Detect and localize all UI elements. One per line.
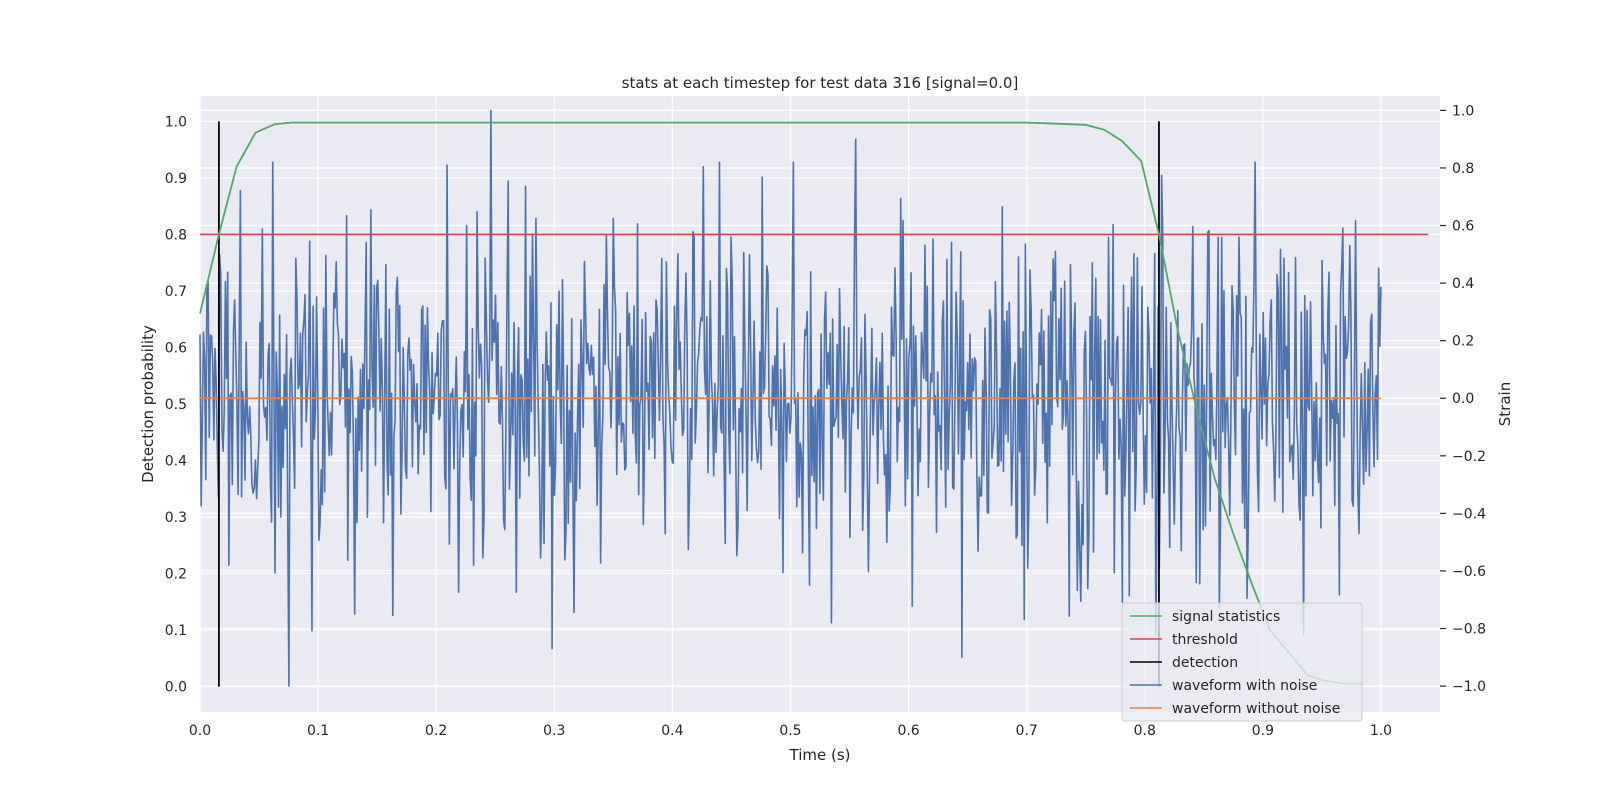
chart-title: stats at each timestep for test data 316… xyxy=(622,74,1019,92)
y-tick-label: 0.3 xyxy=(165,510,187,526)
y-tick-label: 0.6 xyxy=(165,340,187,356)
x-tick-label: 0.5 xyxy=(779,723,801,739)
x-tick-label: 0.1 xyxy=(307,723,329,739)
y2-tick-label: −0.8 xyxy=(1452,622,1486,638)
y2-tick-label: −0.6 xyxy=(1452,564,1486,580)
legend-label: waveform with noise xyxy=(1172,678,1317,694)
y-tick-label: 0.5 xyxy=(165,397,187,413)
y-axis-label: Detection probability xyxy=(139,325,157,483)
y2-tick-label: 1.0 xyxy=(1452,103,1474,119)
legend-label: threshold xyxy=(1172,632,1238,648)
x-tick-label: 0.0 xyxy=(189,723,211,739)
y-tick-label: 1.0 xyxy=(165,114,187,130)
y2-tick-label: −0.2 xyxy=(1452,449,1486,465)
x-tick-label: 0.3 xyxy=(543,723,565,739)
x-axis: 0.0 0.1 0.2 0.3 0.4 0.5 0.6 0.7 0.8 0.9 1.0 xyxy=(189,723,1392,739)
legend-label: waveform without noise xyxy=(1172,701,1340,717)
y2-tick-label: 0.8 xyxy=(1452,161,1474,177)
y-axis-left: 0.0 0.1 0.2 0.3 0.4 0.5 0.6 0.7 0.8 0.9 1.0 xyxy=(165,114,187,695)
y-tick-label: 0.8 xyxy=(165,227,187,243)
y-tick-label: 0.2 xyxy=(165,567,187,583)
x-tick-label: 1.0 xyxy=(1370,723,1392,739)
y2-tick-label: 0.2 xyxy=(1452,334,1474,350)
legend-item: detection xyxy=(1130,655,1238,671)
legend-item: waveform without noise xyxy=(1130,701,1340,717)
series-layer xyxy=(199,109,1429,687)
x-tick-label: 0.6 xyxy=(897,723,919,739)
y2-tick-label: −1.0 xyxy=(1452,679,1486,695)
y2-tick-label: 0.6 xyxy=(1452,219,1474,235)
legend-item: signal statistics xyxy=(1130,609,1280,625)
y-axis-right: −1.0 −0.8 −0.6 −0.4 −0.2 0.0 0.2 0.4 0.6 0.8 1.0 xyxy=(1440,103,1486,695)
y2-tick-label: 0.0 xyxy=(1452,391,1474,407)
legend-item: threshold xyxy=(1130,632,1238,648)
legend-item: waveform with noise xyxy=(1130,678,1317,694)
y-tick-label: 0.1 xyxy=(165,623,187,639)
x-tick-label: 0.7 xyxy=(1016,723,1038,739)
y-tick-label: 0.7 xyxy=(165,284,187,300)
y2-tick-label: −0.4 xyxy=(1452,506,1486,522)
x-tick-label: 0.9 xyxy=(1252,723,1274,739)
x-tick-label: 0.8 xyxy=(1134,723,1156,739)
x-tick-label: 0.2 xyxy=(425,723,447,739)
y2-tick-label: 0.4 xyxy=(1452,276,1474,292)
y-tick-label: 0.9 xyxy=(165,171,187,187)
legend-box xyxy=(1121,602,1363,722)
legend-label: signal statistics xyxy=(1172,609,1280,625)
y2-axis-label: Strain xyxy=(1496,382,1514,426)
x-tick-label: 0.4 xyxy=(661,723,683,739)
legend-label: detection xyxy=(1172,655,1238,671)
x-axis-label: Time (s) xyxy=(789,746,851,764)
y-tick-label: 0.4 xyxy=(165,454,187,470)
series-waveform-with-noise xyxy=(199,109,1382,687)
legend: signal statistics threshold detection wa… xyxy=(1121,602,1363,722)
y-tick-label: 0.0 xyxy=(165,680,187,696)
